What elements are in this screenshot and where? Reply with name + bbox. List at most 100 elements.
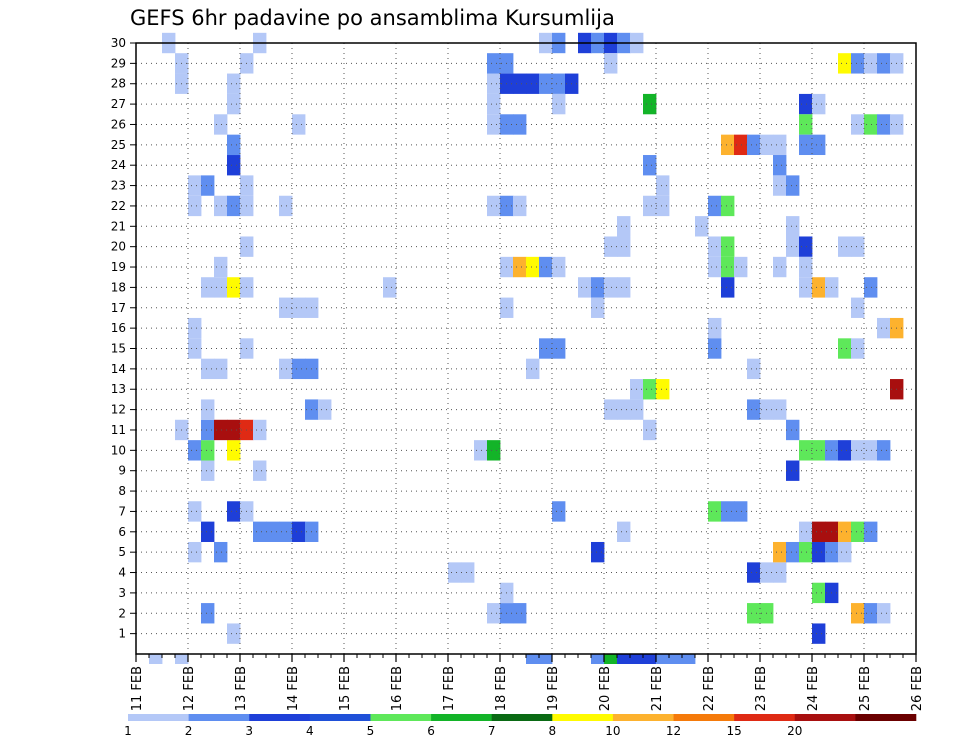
heatmap-cell — [734, 134, 748, 156]
heatmap-cell — [188, 195, 202, 217]
heatmap-cell — [474, 440, 488, 461]
heatmap-cell — [734, 501, 748, 522]
heatmap-cell — [175, 654, 189, 664]
y-tick-label: 4 — [118, 566, 126, 580]
heatmap-cell — [773, 175, 787, 196]
heatmap-cell — [786, 460, 800, 481]
heatmap-cell — [721, 195, 735, 217]
x-tick-label: 23 FEB — [754, 666, 769, 711]
heatmap-cell — [643, 654, 657, 664]
colorbar: 1 2 3 4 5 6 7 8 10 12 15 20 — [124, 714, 917, 738]
colorbar-swatch — [309, 714, 371, 721]
heatmap-cell — [838, 440, 852, 461]
heatmap-cell — [526, 73, 540, 94]
x-tick-label: 20 FEB — [598, 666, 613, 711]
heatmap-cell — [539, 256, 553, 278]
colorbar-swatch — [128, 714, 189, 721]
heatmap-cell — [292, 114, 306, 135]
y-tick-label: 24 — [111, 158, 126, 172]
heatmap-cell — [851, 521, 865, 542]
heatmap-cell — [773, 134, 787, 156]
heatmap-cell — [864, 440, 878, 461]
y-tick-label: 3 — [118, 586, 126, 600]
heatmap-cell — [227, 501, 241, 522]
heatmap-cell — [838, 53, 852, 74]
heatmap-cell — [864, 603, 878, 624]
heatmap-cell — [786, 541, 800, 563]
heatmap-cell — [513, 256, 527, 278]
heatmap-cell — [851, 297, 865, 318]
heatmap-cell — [799, 93, 813, 115]
heatmap-cell — [513, 195, 527, 217]
heatmap-cell — [227, 277, 241, 298]
colorbar-label: 20 — [787, 724, 802, 738]
heatmap-cell — [643, 419, 657, 441]
heatmap-cell — [526, 358, 540, 380]
heatmap-cell — [266, 521, 280, 542]
heatmap-cell — [188, 501, 202, 522]
heatmap-cell — [864, 114, 878, 135]
heatmap-cell — [721, 501, 735, 522]
x-ticks: 11 FEB 12 FEB 13 FEB 14 FEB 15 FEB 16 FEB 17 F… — [130, 654, 925, 711]
heatmap-cell — [773, 541, 787, 563]
heatmap-cell — [227, 623, 241, 644]
x-tick-label: 14 FEB — [286, 666, 301, 711]
heatmap-cell — [201, 399, 215, 420]
heatmap-cell — [292, 297, 306, 318]
heatmap-cell — [188, 541, 202, 563]
colorbar-swatch — [188, 714, 250, 721]
heatmap-cell — [643, 379, 657, 400]
heatmap-cell — [617, 654, 631, 664]
heatmap-cell — [604, 53, 618, 74]
heatmap-cell — [799, 256, 813, 278]
heatmap-cell — [747, 399, 761, 420]
heatmap-cell — [604, 654, 618, 664]
heatmap-cell — [604, 399, 618, 420]
heatmap-cell — [799, 541, 813, 563]
heatmap-cell — [188, 175, 202, 196]
heatmap-cell — [708, 338, 722, 359]
heatmap-cell — [799, 134, 813, 156]
y-tick-label: 28 — [111, 77, 126, 91]
heatmap-cell — [773, 155, 787, 176]
heatmap-cell — [708, 195, 722, 217]
x-tick-label: 22 FEB — [702, 666, 717, 711]
heatmap-cell — [708, 501, 722, 522]
heatmap-cell — [604, 277, 618, 298]
x-tick-label: 19 FEB — [546, 666, 561, 711]
heatmap-cell — [526, 256, 540, 278]
heatmap-cell — [461, 562, 475, 583]
heatmap-cell — [201, 358, 215, 380]
y-tick-label: 5 — [118, 545, 126, 559]
heatmap-cell — [708, 317, 722, 339]
heatmap-cell — [773, 399, 787, 420]
heatmap-cell — [747, 134, 761, 156]
heatmap-cell — [227, 419, 241, 441]
heatmap-cell — [292, 358, 306, 380]
heatmap-cell — [617, 216, 631, 237]
heatmap-cell — [188, 440, 202, 461]
heatmap-cell — [591, 297, 605, 318]
x-tick-label: 21 FEB — [650, 666, 665, 711]
colorbar-swatch — [612, 714, 674, 721]
heatmap-cell — [227, 440, 241, 461]
heatmap-cell — [851, 236, 865, 257]
y-tick-label: 1 — [118, 627, 126, 641]
heatmap-cell — [747, 358, 761, 380]
heatmap-cell — [812, 521, 826, 542]
heatmap-cell — [214, 114, 228, 135]
chart-title: GEFS 6hr padavine po ansamblima Kursumli… — [130, 6, 615, 30]
heatmap-cell — [487, 73, 501, 94]
heatmap-cell — [539, 338, 553, 359]
heatmap-cell — [513, 603, 527, 624]
y-tick-label: 27 — [111, 97, 126, 111]
colorbar-label: 1 — [124, 724, 132, 738]
colorbar-swatch — [370, 714, 432, 721]
heatmap-cell — [773, 256, 787, 278]
colorbar-swatch — [552, 714, 614, 721]
heatmap-cell — [513, 73, 527, 94]
heatmap-cell — [201, 175, 215, 196]
y-tick-label: 7 — [118, 504, 126, 518]
heatmap-cell — [201, 603, 215, 624]
y-tick-label: 19 — [111, 260, 126, 274]
